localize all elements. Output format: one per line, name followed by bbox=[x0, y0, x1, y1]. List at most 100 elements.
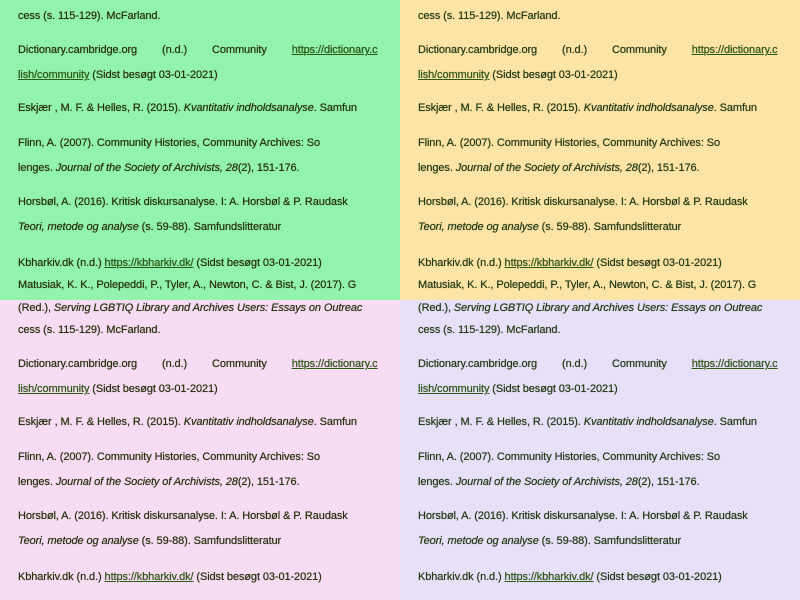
reference-line: Eskjær , M. F. & Helles, R. (2015). Kvan… bbox=[418, 102, 757, 115]
reference-line: cess (s. 115-129). McFarland. bbox=[418, 10, 561, 23]
reference-text: Dictionary.cambridge.org (n.d.) Communit… bbox=[418, 358, 692, 370]
reference-line: lish/community (Sidst besøgt 03-01-2021) bbox=[18, 383, 218, 396]
reference-title: Serving LGBTIQ Library and Archives User… bbox=[453, 302, 763, 314]
reference-link[interactable]: https://kbharkiv.dk/ bbox=[504, 257, 594, 269]
reference-link[interactable]: https://kbharkiv.dk/ bbox=[504, 571, 594, 583]
reference-line: Eskjær , M. F. & Helles, R. (2015). Kvan… bbox=[418, 416, 757, 429]
reference-link[interactable]: lish/community bbox=[418, 69, 490, 81]
reference-text: (2), 151-176. bbox=[637, 476, 700, 488]
reference-text: cess (s. 115-129). McFarland. bbox=[18, 10, 161, 22]
reference-line: cess (s. 115-129). McFarland. bbox=[18, 324, 161, 337]
reference-line: Eskjær , M. F. & Helles, R. (2015). Kvan… bbox=[18, 416, 357, 429]
reference-text: cess (s. 115-129). McFarland. bbox=[418, 324, 561, 336]
reference-title: Teori, metode og analyse bbox=[418, 535, 539, 547]
reference-title: Journal of the Society of Archivists, 28 bbox=[455, 476, 638, 488]
reference-title: Teori, metode og analyse bbox=[418, 221, 539, 233]
reference-text: Kbharkiv.dk (n.d.) bbox=[418, 571, 505, 583]
reference-text: Flinn, A. (2007). Community Histories, C… bbox=[18, 451, 321, 463]
reference-text: (2), 151-176. bbox=[237, 162, 300, 174]
reference-line: lish/community (Sidst besøgt 03-01-2021) bbox=[18, 69, 218, 82]
reference-line: lish/community (Sidst besøgt 03-01-2021) bbox=[418, 383, 618, 396]
reference-link[interactable]: lish/community bbox=[18, 383, 90, 395]
reference-text: Eskjær , M. F. & Helles, R. (2015). bbox=[418, 102, 584, 114]
reference-line: Kbharkiv.dk (n.d.) https://kbharkiv.dk/ … bbox=[418, 257, 722, 270]
reference-text: Horsbøl, A. (2016). Kritisk diskursanaly… bbox=[418, 196, 748, 208]
reference-line: Horsbøl, A. (2016). Kritisk diskursanaly… bbox=[418, 510, 748, 523]
reference-text: (Red.), bbox=[418, 302, 454, 314]
reference-title: Kvantitativ indholdsanalyse bbox=[183, 102, 314, 114]
reference-text: (Sidst besøgt 03-01-2021) bbox=[593, 571, 722, 583]
reference-link[interactable]: https://kbharkiv.dk/ bbox=[104, 571, 194, 583]
reference-text: (Sidst besøgt 03-01-2021) bbox=[89, 69, 218, 81]
reference-text: Kbharkiv.dk (n.d.) bbox=[418, 257, 505, 269]
reference-text: (Sidst besøgt 03-01-2021) bbox=[193, 257, 322, 269]
reference-line: (Red.), Serving LGBTIQ Library and Archi… bbox=[18, 302, 362, 315]
reference-text: . Samfun bbox=[313, 416, 357, 428]
reference-text: Horsbøl, A. (2016). Kritisk diskursanaly… bbox=[18, 196, 348, 208]
reference-text: lenges. bbox=[418, 476, 456, 488]
reference-text: Eskjær , M. F. & Helles, R. (2015). bbox=[18, 416, 184, 428]
reference-line: Kbharkiv.dk (n.d.) https://kbharkiv.dk/ … bbox=[18, 257, 322, 270]
reference-text: (Sidst besøgt 03-01-2021) bbox=[489, 69, 618, 81]
reference-title: Kvantitativ indholdsanalyse bbox=[583, 102, 714, 114]
reference-link[interactable]: https://dictionary.c bbox=[691, 44, 778, 56]
reference-link[interactable]: https://dictionary.c bbox=[691, 358, 778, 370]
page-tile-bottom-left: (Red.), Serving LGBTIQ Library and Archi… bbox=[0, 300, 400, 600]
reference-line: Matusiak, K. K., Polepeddi, P., Tyler, A… bbox=[418, 279, 756, 292]
reference-line: Kbharkiv.dk (n.d.) https://kbharkiv.dk/ … bbox=[418, 571, 722, 584]
reference-link[interactable]: lish/community bbox=[418, 383, 490, 395]
reference-link[interactable]: https://dictionary.c bbox=[291, 358, 378, 370]
reference-title: Serving LGBTIQ Library and Archives User… bbox=[53, 302, 363, 314]
reference-line: Teori, metode og analyse (s. 59-88). Sam… bbox=[18, 535, 281, 548]
reference-text: Flinn, A. (2007). Community Histories, C… bbox=[418, 137, 721, 149]
reference-text: (2), 151-176. bbox=[637, 162, 700, 174]
reference-text: . Samfun bbox=[313, 102, 357, 114]
reference-text: (2), 151-176. bbox=[237, 476, 300, 488]
reference-line: Flinn, A. (2007). Community Histories, C… bbox=[418, 451, 720, 464]
reference-title: Journal of the Society of Archivists, 28 bbox=[55, 476, 238, 488]
reference-text: (s. 59-88). Samfundslitteratur bbox=[538, 221, 682, 233]
reference-link[interactable]: https://kbharkiv.dk/ bbox=[104, 257, 194, 269]
reference-line: Teori, metode og analyse (s. 59-88). Sam… bbox=[418, 535, 681, 548]
reference-text: (Sidst besøgt 03-01-2021) bbox=[89, 383, 218, 395]
reference-line: cess (s. 115-129). McFarland. bbox=[418, 324, 561, 337]
reference-line: lenges. Journal of the Society of Archiv… bbox=[18, 476, 300, 489]
reference-text: Matusiak, K. K., Polepeddi, P., Tyler, A… bbox=[18, 279, 357, 291]
reference-line: Horsbøl, A. (2016). Kritisk diskursanaly… bbox=[418, 196, 748, 209]
reference-text: Horsbøl, A. (2016). Kritisk diskursanaly… bbox=[418, 510, 748, 522]
reference-line: Dictionary.cambridge.org (n.d.) Communit… bbox=[418, 358, 778, 371]
reference-line: Kbharkiv.dk (n.d.) https://kbharkiv.dk/ … bbox=[18, 571, 322, 584]
reference-line: lenges. Journal of the Society of Archiv… bbox=[18, 162, 300, 175]
reference-text: . Samfun bbox=[713, 102, 757, 114]
reference-text: cess (s. 115-129). McFarland. bbox=[418, 10, 561, 22]
reference-text: Dictionary.cambridge.org (n.d.) Communit… bbox=[418, 44, 692, 56]
reference-text: Dictionary.cambridge.org (n.d.) Communit… bbox=[18, 358, 292, 370]
reference-title: Kvantitativ indholdsanalyse bbox=[183, 416, 314, 428]
reference-text: (s. 59-88). Samfundslitteratur bbox=[138, 221, 282, 233]
reference-text: (Sidst besøgt 03-01-2021) bbox=[489, 383, 618, 395]
reference-text: (s. 59-88). Samfundslitteratur bbox=[538, 535, 682, 547]
reference-line: Dictionary.cambridge.org (n.d.) Communit… bbox=[18, 44, 378, 57]
reference-title: Journal of the Society of Archivists, 28 bbox=[55, 162, 238, 174]
reference-link[interactable]: lish/community bbox=[18, 69, 90, 81]
reference-line: Flinn, A. (2007). Community Histories, C… bbox=[18, 451, 320, 464]
reference-line: Horsbøl, A. (2016). Kritisk diskursanaly… bbox=[18, 196, 348, 209]
reference-link[interactable]: https://dictionary.c bbox=[291, 44, 378, 56]
reference-text: lenges. bbox=[18, 476, 56, 488]
reference-text: Dictionary.cambridge.org (n.d.) Communit… bbox=[18, 44, 292, 56]
reference-text: Horsbøl, A. (2016). Kritisk diskursanaly… bbox=[18, 510, 348, 522]
reference-text: . Samfun bbox=[713, 416, 757, 428]
reference-line: Flinn, A. (2007). Community Histories, C… bbox=[18, 137, 320, 150]
reference-text: Matusiak, K. K., Polepeddi, P., Tyler, A… bbox=[418, 279, 757, 291]
reference-title: Teori, metode og analyse bbox=[18, 221, 139, 233]
reference-text: Eskjær , M. F. & Helles, R. (2015). bbox=[18, 102, 184, 114]
reference-text: Kbharkiv.dk (n.d.) bbox=[18, 257, 105, 269]
reference-text: cess (s. 115-129). McFarland. bbox=[18, 324, 161, 336]
reference-line: Dictionary.cambridge.org (n.d.) Communit… bbox=[418, 44, 778, 57]
page-tile-top-right: cess (s. 115-129). McFarland. Dictionary.… bbox=[400, 0, 800, 300]
reference-text: Kbharkiv.dk (n.d.) bbox=[18, 571, 105, 583]
page-tile-bottom-right: (Red.), Serving LGBTIQ Library and Archi… bbox=[400, 300, 800, 600]
reference-title: Kvantitativ indholdsanalyse bbox=[583, 416, 714, 428]
reference-line: lish/community (Sidst besøgt 03-01-2021) bbox=[418, 69, 618, 82]
reference-text: Flinn, A. (2007). Community Histories, C… bbox=[18, 137, 321, 149]
